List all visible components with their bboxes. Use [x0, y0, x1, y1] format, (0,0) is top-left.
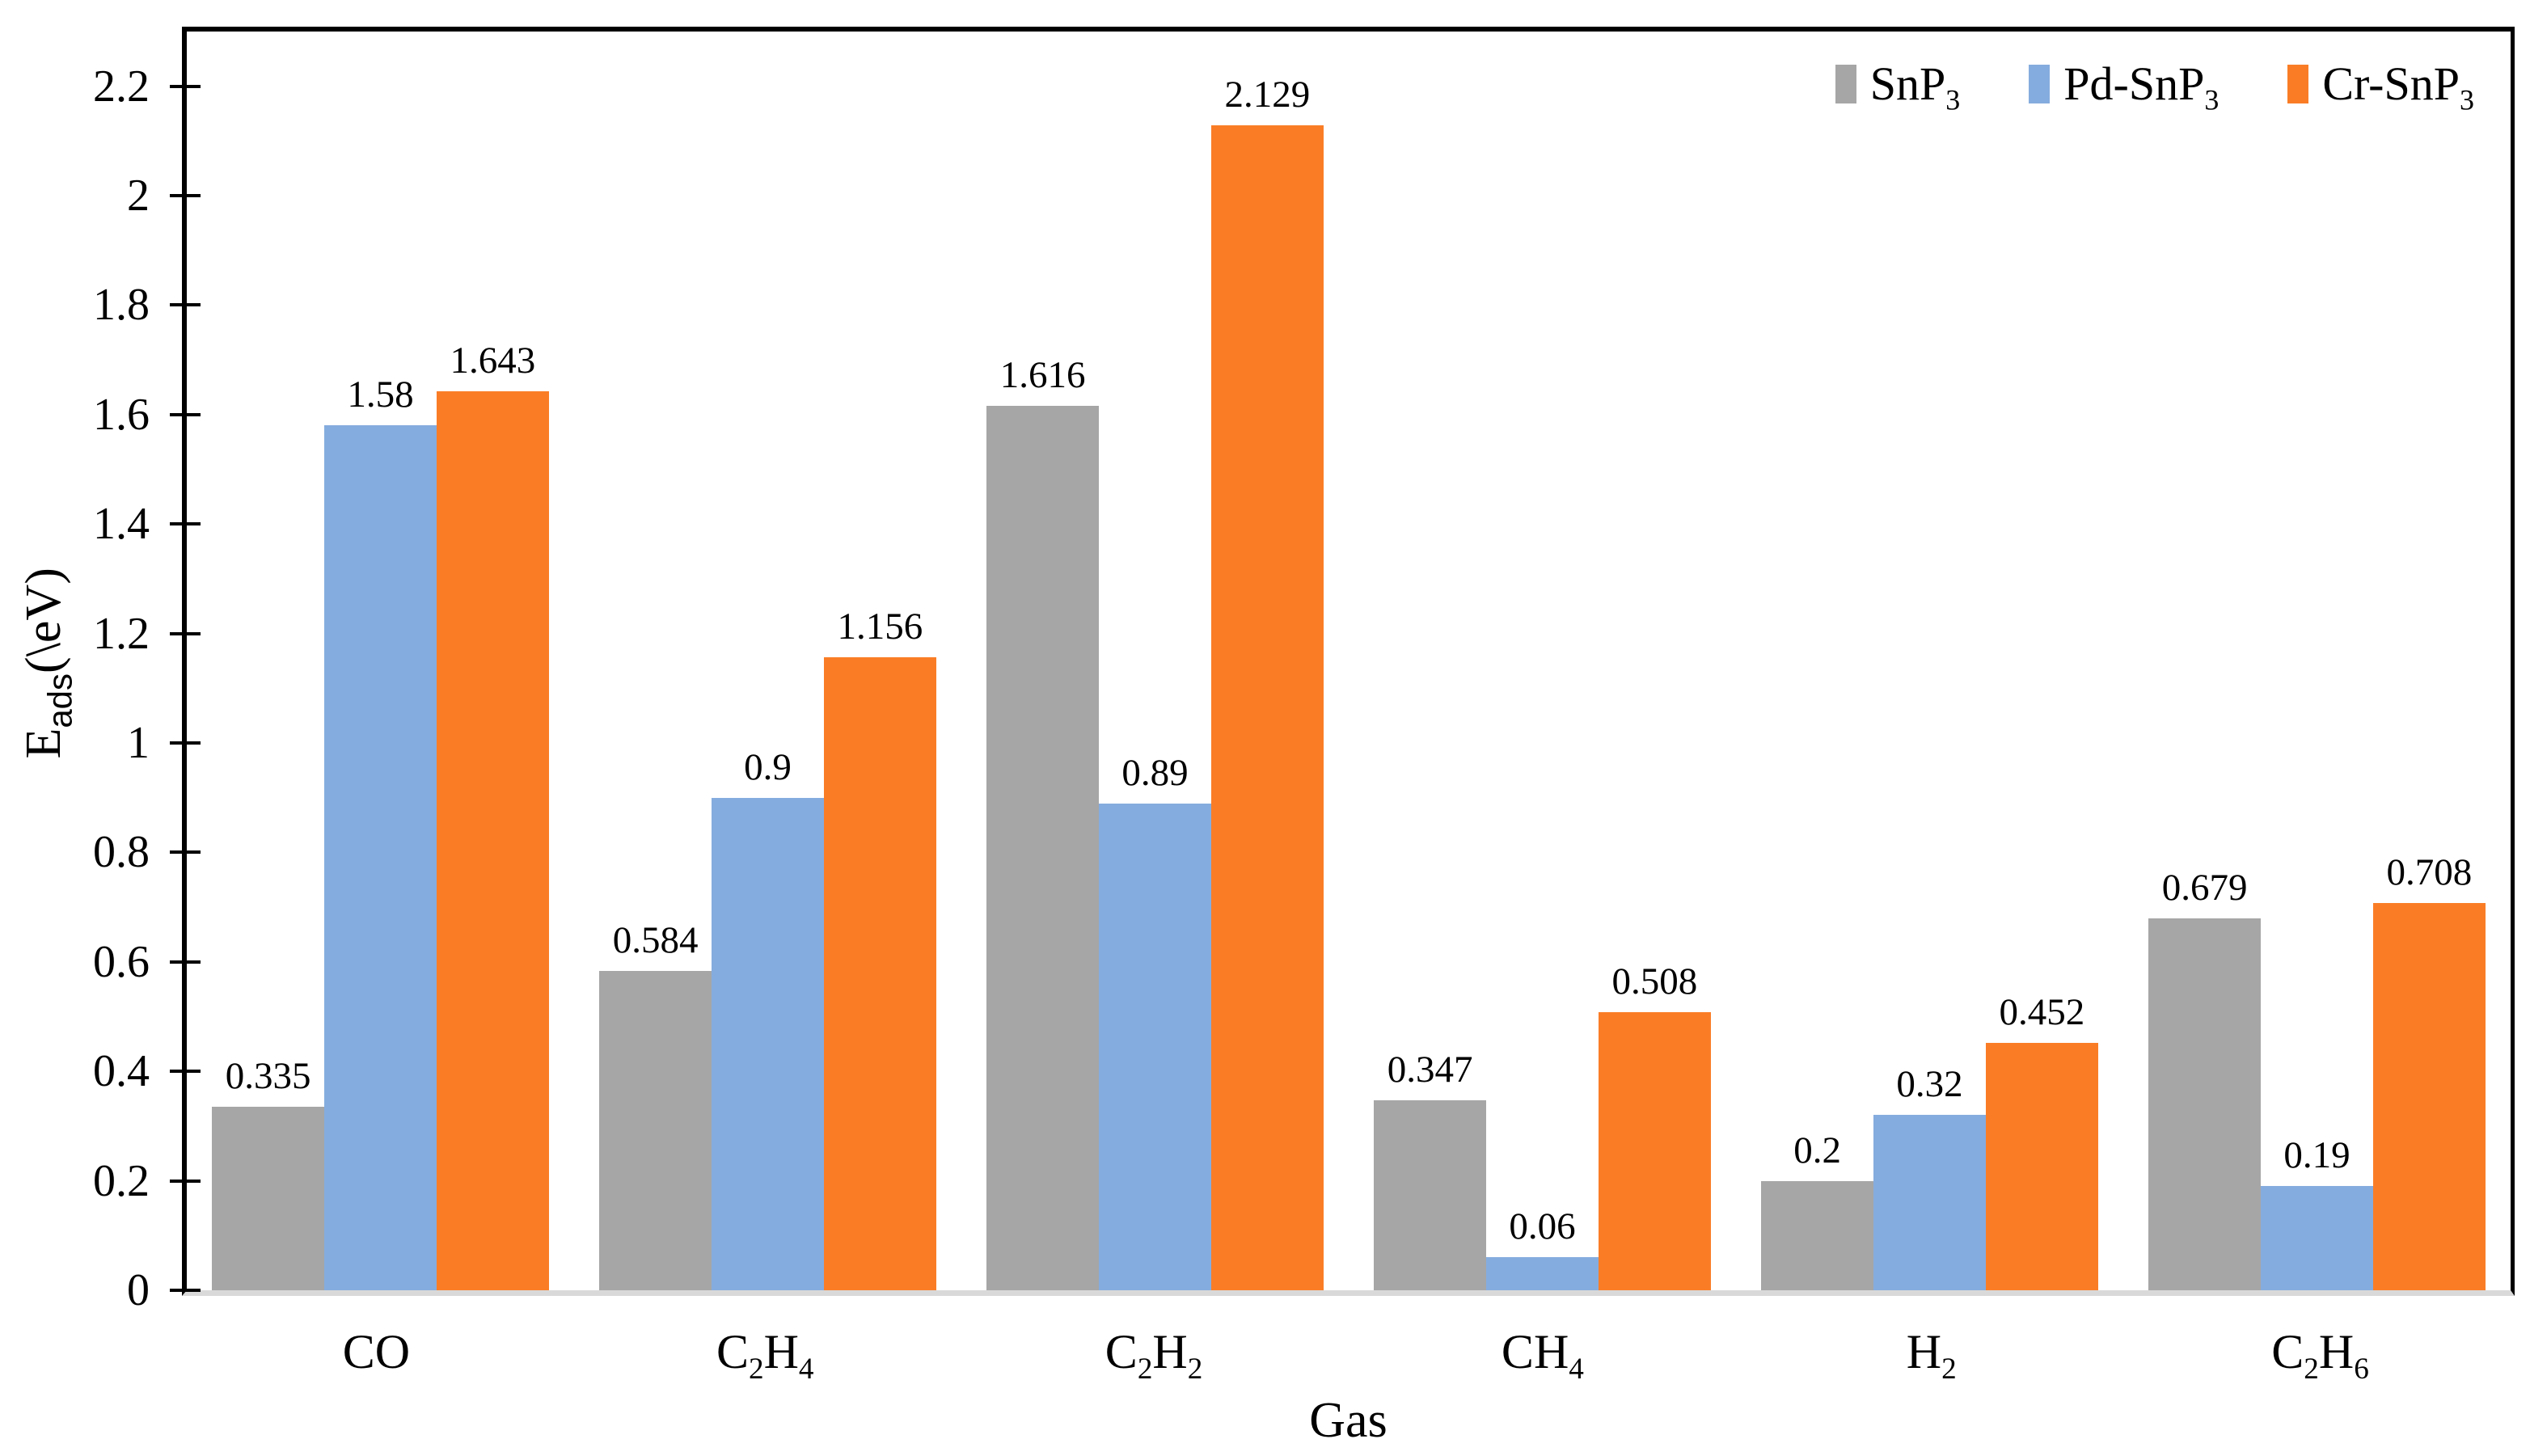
- bar-group: 0.679 0.19 0.708: [2148, 32, 2486, 1290]
- y-axis-tick: [170, 631, 201, 635]
- y-axis-tick-label: 0.8: [93, 827, 150, 878]
- bar-pd-snp3: 0.32: [1873, 1066, 1986, 1290]
- bar-snp3: 0.347: [1374, 1051, 1487, 1290]
- y-axis-title-subscript: ads: [40, 673, 79, 728]
- bar-cr-snp3: 1.156: [823, 608, 936, 1290]
- y-axis-title: Eads(\eV): [15, 567, 79, 759]
- bar-cr-snp3: 0.508: [1598, 963, 1711, 1290]
- category-group-c2h2: 1.616 0.89 2.129: [961, 32, 1349, 1290]
- bar-value-label: 0.335: [225, 1055, 311, 1098]
- bar-cr-snp3: 0.452: [1985, 994, 2098, 1290]
- legend-item-snp3: SnP3: [1835, 57, 1961, 116]
- bar-value-label: 0.452: [1999, 991, 2085, 1034]
- bar-value-label: 1.58: [347, 373, 414, 416]
- y-axis: 0 0.2 0.4 0.6 0.8 1 1.2 1.4 1.6 1.8 2 2.2: [93, 32, 2511, 1313]
- legend-item-pd-snp3: Pd-SnP3: [2029, 57, 2220, 116]
- category-group-co: 0.335 1.58 1.643: [187, 32, 574, 1290]
- y-axis-tick: [170, 522, 201, 526]
- bar-cr-snp3: 1.643: [436, 341, 549, 1290]
- bar-pd-snp3: 0.9: [712, 748, 824, 1290]
- category-group-ch4: 0.347 0.06 0.508: [1349, 32, 1736, 1290]
- bar-value-label: 0.32: [1896, 1063, 1963, 1106]
- bar-snp3: 1.616: [986, 357, 1100, 1290]
- y-axis-tick: [170, 850, 201, 855]
- category-group-c2h4: 0.584 0.9 1.156: [574, 32, 961, 1290]
- y-axis-tick: [170, 960, 201, 964]
- bar-value-label: 0.9: [744, 745, 792, 788]
- bar-pd-snp3: 0.89: [1099, 753, 1211, 1290]
- category-labels: CO C2H4 C2H2 CH4 H2 C2H6: [182, 1325, 2515, 1386]
- y-axis-tick: [170, 412, 201, 416]
- y-axis-tick-label: 2: [127, 171, 150, 222]
- category-group-c2h6: 0.679 0.19 0.708: [2123, 32, 2511, 1290]
- bar-value-label: 0.679: [2161, 867, 2248, 909]
- bar-value-label: 1.643: [450, 339, 536, 382]
- y-axis-tick: [170, 84, 201, 88]
- bar-value-label: 0.508: [1611, 960, 1698, 1003]
- bar-value-label: 0.19: [2283, 1134, 2350, 1177]
- bar-snp3: 0.584: [599, 921, 712, 1290]
- y-axis-tick: [170, 741, 201, 745]
- category-label-c2h6: C2H6: [2271, 1325, 2369, 1386]
- bar-cr-snp3: 2.129: [1210, 75, 1324, 1290]
- bar-value-label: 0.708: [2386, 850, 2473, 893]
- y-axis-tick-label: 1.6: [93, 389, 150, 440]
- y-axis-tick-label: 1: [127, 718, 150, 769]
- legend-label: Pd-SnP3: [2063, 57, 2220, 116]
- bar-value-label: 0.584: [612, 918, 699, 961]
- bar-group: 0.347 0.06 0.508: [1374, 32, 1711, 1290]
- bar-group: 0.584 0.9 1.156: [599, 32, 936, 1290]
- legend-swatch-cr-snp3: [2287, 65, 2309, 103]
- y-axis-tick-label: 0.2: [93, 1155, 150, 1206]
- y-axis-tick-label: 0: [127, 1265, 150, 1315]
- legend-label: Cr-SnP3: [2322, 57, 2474, 116]
- y-axis-tick-label: 0.6: [93, 936, 150, 987]
- y-axis-title-text: E: [15, 728, 71, 759]
- legend-item-cr-snp3: Cr-SnP3: [2287, 57, 2474, 116]
- bar-value-label: 1.616: [999, 354, 1086, 397]
- category-label-c2h4: C2H4: [716, 1325, 814, 1386]
- bar-group: 0.2 0.32 0.452: [1761, 32, 2098, 1290]
- bar-group: 1.616 0.89 2.129: [986, 32, 1324, 1290]
- bar-pd-snp3: 1.58: [324, 376, 437, 1290]
- bars-layer: 0.335 1.58 1.643 0.584 0.9 1.156 1.616 0.89 2.12…: [187, 32, 2511, 1290]
- bar-group: 0.335 1.58 1.643: [212, 32, 549, 1290]
- legend: SnP3 Pd-SnP3 Cr-SnP3: [1835, 57, 2474, 116]
- y-axis-tick-label: 1.8: [93, 280, 150, 331]
- y-axis-tick-label: 1.4: [93, 499, 150, 550]
- y-axis-tick: [170, 194, 201, 198]
- y-axis-tick-label: 2.2: [93, 61, 150, 112]
- bar-value-label: 2.129: [1224, 73, 1311, 116]
- y-axis-title-text: (\eV): [15, 567, 71, 673]
- category-label-co: CO: [342, 1325, 411, 1378]
- y-axis-tick: [170, 1289, 201, 1292]
- bar-snp3: 0.2: [1761, 1131, 1874, 1290]
- y-axis-tick-label: 1.2: [93, 608, 150, 659]
- legend-swatch-pd-snp3: [2029, 65, 2051, 103]
- bar-pd-snp3: 0.19: [2261, 1137, 2373, 1290]
- y-axis-title-wrap: Eads(\eV): [0, 0, 95, 1326]
- plot-area: 0 0.2 0.4 0.6 0.8 1 1.2 1.4 1.6 1.8 2 2.2 0.335 1.58…: [93, 27, 2515, 1313]
- x-axis-title: Gas: [1309, 1393, 1387, 1448]
- y-axis-tick-label: 0.4: [93, 1046, 150, 1097]
- y-axis-tick: [170, 1070, 201, 1074]
- bar-value-label: 0.06: [1509, 1205, 1576, 1248]
- bar-value-label: 0.89: [1121, 751, 1189, 794]
- legend-swatch-snp3: [1835, 65, 1856, 103]
- category-label-c2h2: C2H2: [1104, 1325, 1203, 1386]
- y-axis-tick: [170, 1179, 201, 1183]
- legend-label: SnP3: [1869, 57, 1961, 116]
- y-axis-tick: [170, 303, 201, 307]
- bar-value-label: 1.156: [837, 606, 923, 648]
- category-label-ch4: CH4: [1501, 1325, 1584, 1386]
- bar-cr-snp3: 0.708: [2372, 853, 2486, 1290]
- bar-value-label: 0.2: [1793, 1129, 1841, 1171]
- category-label-h2: H2: [1906, 1325, 1957, 1386]
- bar-snp3: 0.679: [2148, 869, 2262, 1290]
- bar-pd-snp3: 0.06: [1486, 1208, 1599, 1290]
- bar-snp3: 0.335: [212, 1057, 325, 1290]
- bar-value-label: 0.347: [1387, 1049, 1473, 1091]
- category-group-h2: 0.2 0.32 0.452: [1736, 32, 2123, 1290]
